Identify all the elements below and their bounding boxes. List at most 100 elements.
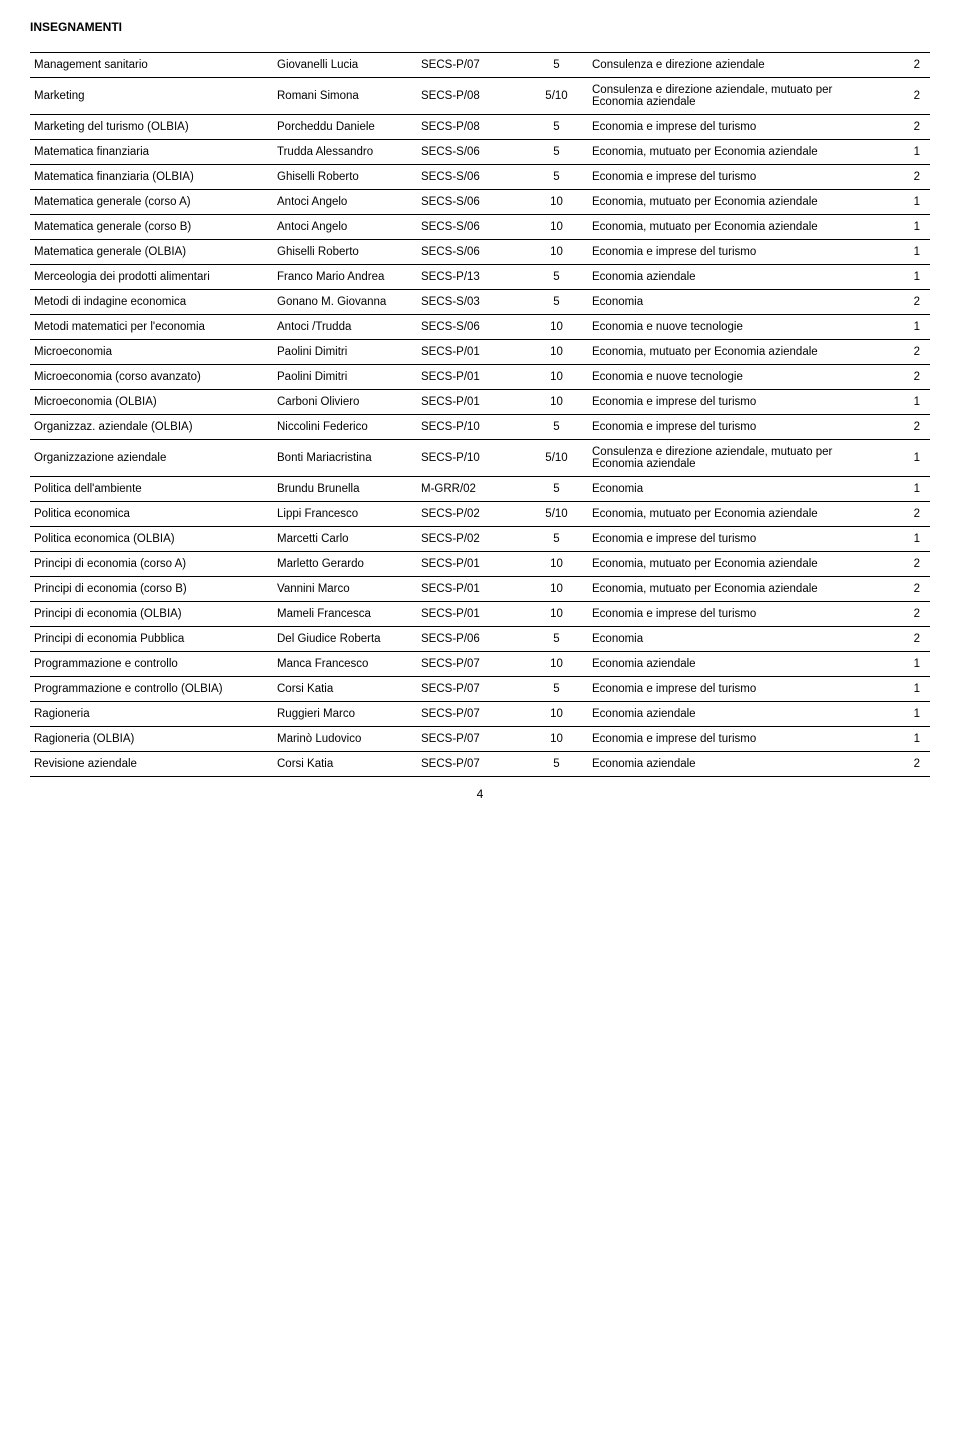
teacher-cell: Paolini Dimitri bbox=[273, 365, 417, 390]
credits-cell: 10 bbox=[525, 577, 588, 602]
program-cell: Economia aziendale bbox=[588, 652, 876, 677]
credits-cell: 5 bbox=[525, 477, 588, 502]
credits-cell: 10 bbox=[525, 702, 588, 727]
subject-cell: Programmazione e controllo (OLBIA) bbox=[30, 677, 273, 702]
subject-cell: Matematica generale (OLBIA) bbox=[30, 240, 273, 265]
program-cell: Economia, mutuato per Economia aziendale bbox=[588, 502, 876, 527]
program-cell: Economia aziendale bbox=[588, 702, 876, 727]
code-cell: SECS-P/07 bbox=[417, 752, 525, 777]
credits-cell: 5 bbox=[525, 415, 588, 440]
credits-cell: 5 bbox=[525, 140, 588, 165]
year-cell: 1 bbox=[876, 315, 930, 340]
code-cell: SECS-P/02 bbox=[417, 502, 525, 527]
code-cell: SECS-P/01 bbox=[417, 552, 525, 577]
table-row: MarketingRomani SimonaSECS-P/085/10Consu… bbox=[30, 78, 930, 115]
subject-cell: Matematica finanziaria (OLBIA) bbox=[30, 165, 273, 190]
code-cell: SECS-S/06 bbox=[417, 240, 525, 265]
teacher-cell: Marletto Gerardo bbox=[273, 552, 417, 577]
code-cell: SECS-P/02 bbox=[417, 527, 525, 552]
code-cell: SECS-P/01 bbox=[417, 340, 525, 365]
subject-cell: Principi di economia Pubblica bbox=[30, 627, 273, 652]
teacher-cell: Trudda Alessandro bbox=[273, 140, 417, 165]
teacher-cell: Giovanelli Lucia bbox=[273, 53, 417, 78]
teacher-cell: Niccolini Federico bbox=[273, 415, 417, 440]
credits-cell: 10 bbox=[525, 365, 588, 390]
teacher-cell: Porcheddu Daniele bbox=[273, 115, 417, 140]
code-cell: SECS-P/07 bbox=[417, 53, 525, 78]
credits-cell: 5 bbox=[525, 627, 588, 652]
table-row: Politica economicaLippi FrancescoSECS-P/… bbox=[30, 502, 930, 527]
program-cell: Economia e imprese del turismo bbox=[588, 115, 876, 140]
credits-cell: 5 bbox=[525, 115, 588, 140]
year-cell: 2 bbox=[876, 115, 930, 140]
year-cell: 1 bbox=[876, 140, 930, 165]
program-cell: Economia, mutuato per Economia aziendale bbox=[588, 340, 876, 365]
teacher-cell: Bonti Mariacristina bbox=[273, 440, 417, 477]
table-row: Programmazione e controlloManca Francesc… bbox=[30, 652, 930, 677]
program-cell: Economia, mutuato per Economia aziendale bbox=[588, 215, 876, 240]
year-cell: 2 bbox=[876, 752, 930, 777]
year-cell: 1 bbox=[876, 390, 930, 415]
program-cell: Economia bbox=[588, 477, 876, 502]
credits-cell: 5/10 bbox=[525, 78, 588, 115]
table-row: Matematica finanziaria (OLBIA)Ghiselli R… bbox=[30, 165, 930, 190]
year-cell: 2 bbox=[876, 365, 930, 390]
program-cell: Economia e imprese del turismo bbox=[588, 165, 876, 190]
subject-cell: Politica economica (OLBIA) bbox=[30, 527, 273, 552]
program-cell: Consulenza e direzione aziendale bbox=[588, 53, 876, 78]
code-cell: SECS-P/08 bbox=[417, 115, 525, 140]
subject-cell: Programmazione e controllo bbox=[30, 652, 273, 677]
table-row: Management sanitarioGiovanelli LuciaSECS… bbox=[30, 53, 930, 78]
credits-cell: 10 bbox=[525, 215, 588, 240]
subject-cell: Matematica finanziaria bbox=[30, 140, 273, 165]
subject-cell: Matematica generale (corso B) bbox=[30, 215, 273, 240]
year-cell: 2 bbox=[876, 53, 930, 78]
year-cell: 2 bbox=[876, 502, 930, 527]
code-cell: SECS-P/07 bbox=[417, 652, 525, 677]
credits-cell: 10 bbox=[525, 240, 588, 265]
table-row: Matematica generale (OLBIA)Ghiselli Robe… bbox=[30, 240, 930, 265]
program-cell: Economia aziendale bbox=[588, 752, 876, 777]
table-row: Ragioneria (OLBIA)Marinò LudovicoSECS-P/… bbox=[30, 727, 930, 752]
subject-cell: Principi di economia (corso A) bbox=[30, 552, 273, 577]
subject-cell: Marketing bbox=[30, 78, 273, 115]
program-cell: Economia bbox=[588, 627, 876, 652]
code-cell: SECS-S/06 bbox=[417, 140, 525, 165]
teacher-cell: Antoci /Trudda bbox=[273, 315, 417, 340]
code-cell: M-GRR/02 bbox=[417, 477, 525, 502]
credits-cell: 10 bbox=[525, 727, 588, 752]
teacher-cell: Gonano M. Giovanna bbox=[273, 290, 417, 315]
teacher-cell: Lippi Francesco bbox=[273, 502, 417, 527]
table-row: Marketing del turismo (OLBIA)Porcheddu D… bbox=[30, 115, 930, 140]
subject-cell: Matematica generale (corso A) bbox=[30, 190, 273, 215]
program-cell: Economia, mutuato per Economia aziendale bbox=[588, 577, 876, 602]
program-cell: Economia e imprese del turismo bbox=[588, 240, 876, 265]
table-row: Principi di economia (corso B)Vannini Ma… bbox=[30, 577, 930, 602]
year-cell: 2 bbox=[876, 577, 930, 602]
credits-cell: 5 bbox=[525, 165, 588, 190]
year-cell: 2 bbox=[876, 552, 930, 577]
year-cell: 1 bbox=[876, 477, 930, 502]
table-row: Microeconomia (OLBIA)Carboni OlivieroSEC… bbox=[30, 390, 930, 415]
year-cell: 1 bbox=[876, 240, 930, 265]
subject-cell: Microeconomia (corso avanzato) bbox=[30, 365, 273, 390]
teacher-cell: Manca Francesco bbox=[273, 652, 417, 677]
program-cell: Economia bbox=[588, 290, 876, 315]
subject-cell: Metodi di indagine economica bbox=[30, 290, 273, 315]
program-cell: Economia e imprese del turismo bbox=[588, 677, 876, 702]
subject-cell: Microeconomia bbox=[30, 340, 273, 365]
program-cell: Consulenza e direzione aziendale, mutuat… bbox=[588, 440, 876, 477]
code-cell: SECS-P/10 bbox=[417, 440, 525, 477]
credits-cell: 10 bbox=[525, 315, 588, 340]
table-row: Microeconomia (corso avanzato)Paolini Di… bbox=[30, 365, 930, 390]
teacher-cell: Vannini Marco bbox=[273, 577, 417, 602]
subject-cell: Principi di economia (OLBIA) bbox=[30, 602, 273, 627]
page-title: INSEGNAMENTI bbox=[30, 20, 930, 34]
year-cell: 2 bbox=[876, 165, 930, 190]
subject-cell: Marketing del turismo (OLBIA) bbox=[30, 115, 273, 140]
credits-cell: 5 bbox=[525, 677, 588, 702]
table-row: Principi di economia (corso A)Marletto G… bbox=[30, 552, 930, 577]
year-cell: 2 bbox=[876, 340, 930, 365]
subject-cell: Metodi matematici per l'economia bbox=[30, 315, 273, 340]
table-row: Programmazione e controllo (OLBIA)Corsi … bbox=[30, 677, 930, 702]
